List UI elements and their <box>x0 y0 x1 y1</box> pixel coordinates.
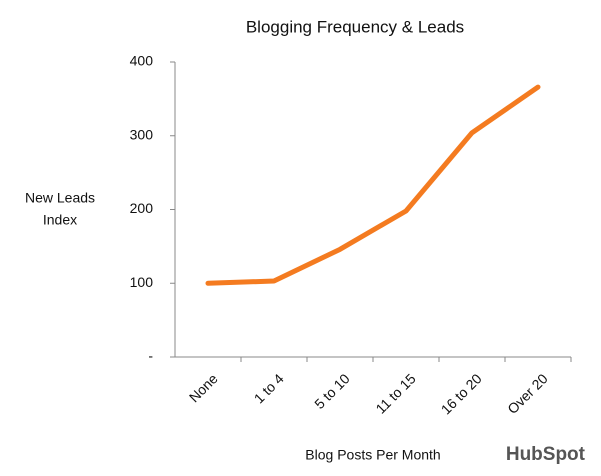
x-tick-label: 1 to 4 <box>251 370 287 406</box>
x-tick-label: Over 20 <box>504 370 551 417</box>
y-axis-label: Index <box>43 212 77 228</box>
chart-title: Blogging Frequency & Leads <box>246 17 464 36</box>
x-axis-label: Blog Posts Per Month <box>305 447 440 463</box>
x-tick-label: 5 to 10 <box>311 370 353 412</box>
y-tick-label: 300 <box>130 126 154 142</box>
line <box>205 84 541 286</box>
x-tick-label: 11 to 15 <box>372 370 419 417</box>
y-tick-label: 400 <box>130 53 154 69</box>
y-axis-label: New Leads <box>25 190 95 206</box>
y-tick-label: - <box>148 348 153 364</box>
y-tick-label: 100 <box>130 274 154 290</box>
y-tick-label: 200 <box>130 200 154 216</box>
x-tick-label: 16 to 20 <box>438 370 485 417</box>
x-tick-label: None <box>186 370 221 405</box>
logo: HubSpot <box>506 444 586 465</box>
